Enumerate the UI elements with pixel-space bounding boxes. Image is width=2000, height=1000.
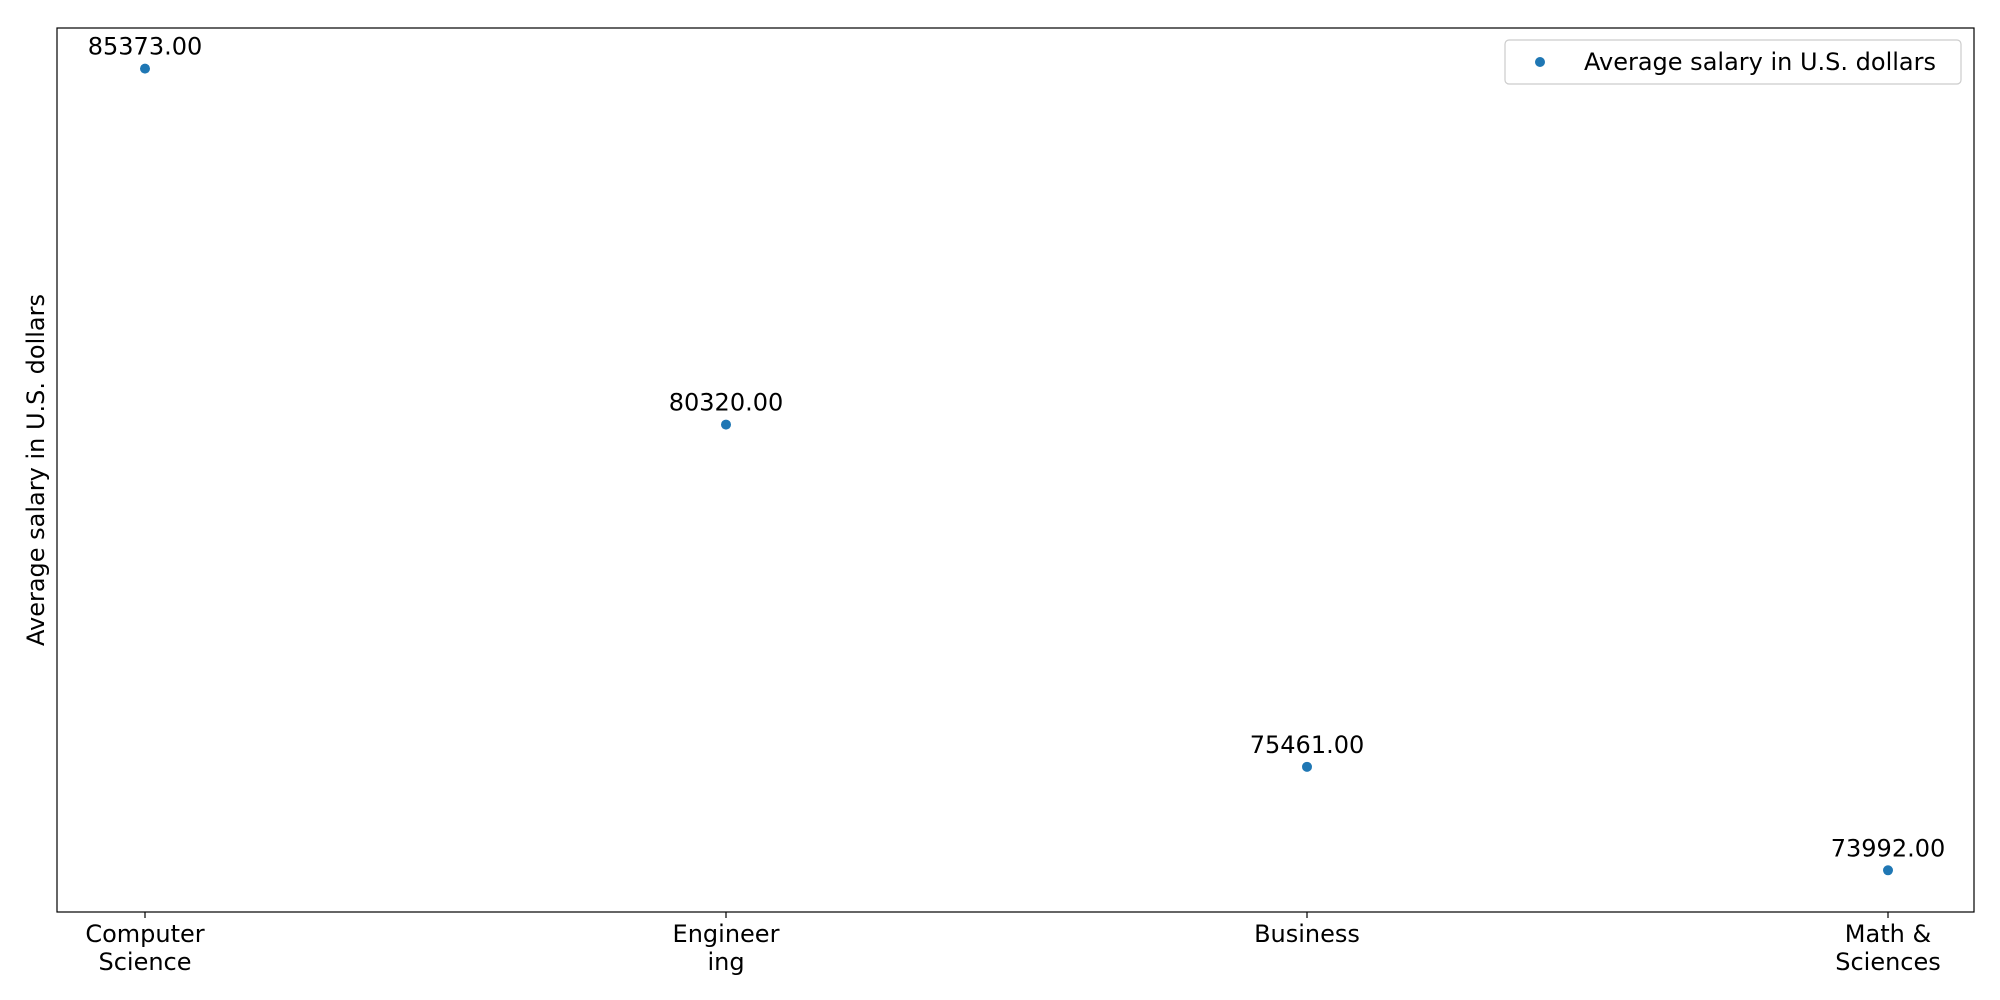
data-point-2 bbox=[1302, 761, 1312, 772]
data-point-0 bbox=[140, 63, 150, 74]
legend-box bbox=[1504, 39, 1962, 85]
x-tick-label-0: Computer Science bbox=[85, 920, 204, 976]
plot-area bbox=[56, 27, 1975, 913]
y-axis-label: Average salary in U.S. dollars bbox=[22, 294, 50, 646]
legend: Average salary in U.S. dollars bbox=[1504, 39, 1962, 85]
x-tick-label-1: Engineer ing bbox=[673, 920, 780, 976]
data-label-3: 73992.00 bbox=[1831, 834, 1946, 862]
data-label-0: 85373.00 bbox=[88, 33, 203, 61]
data-label-1: 80320.00 bbox=[669, 389, 784, 417]
data-point-3 bbox=[1883, 865, 1893, 876]
data-points bbox=[140, 63, 1893, 876]
legend-text: Average salary in U.S. dollars bbox=[1584, 48, 1936, 76]
x-axis: Computer Science Engineer ing Business Math &… bbox=[85, 912, 1941, 976]
data-label-2: 75461.00 bbox=[1250, 731, 1365, 759]
data-labels: 85373.00 80320.00 75461.00 73992.00 bbox=[88, 33, 1946, 863]
x-tick-label-3: Math & Sciences bbox=[1835, 920, 1941, 976]
plot-frame bbox=[56, 27, 1975, 913]
x-tick-label-2: Business bbox=[1254, 920, 1360, 948]
legend-marker bbox=[1535, 57, 1545, 67]
data-point-1 bbox=[721, 419, 731, 430]
